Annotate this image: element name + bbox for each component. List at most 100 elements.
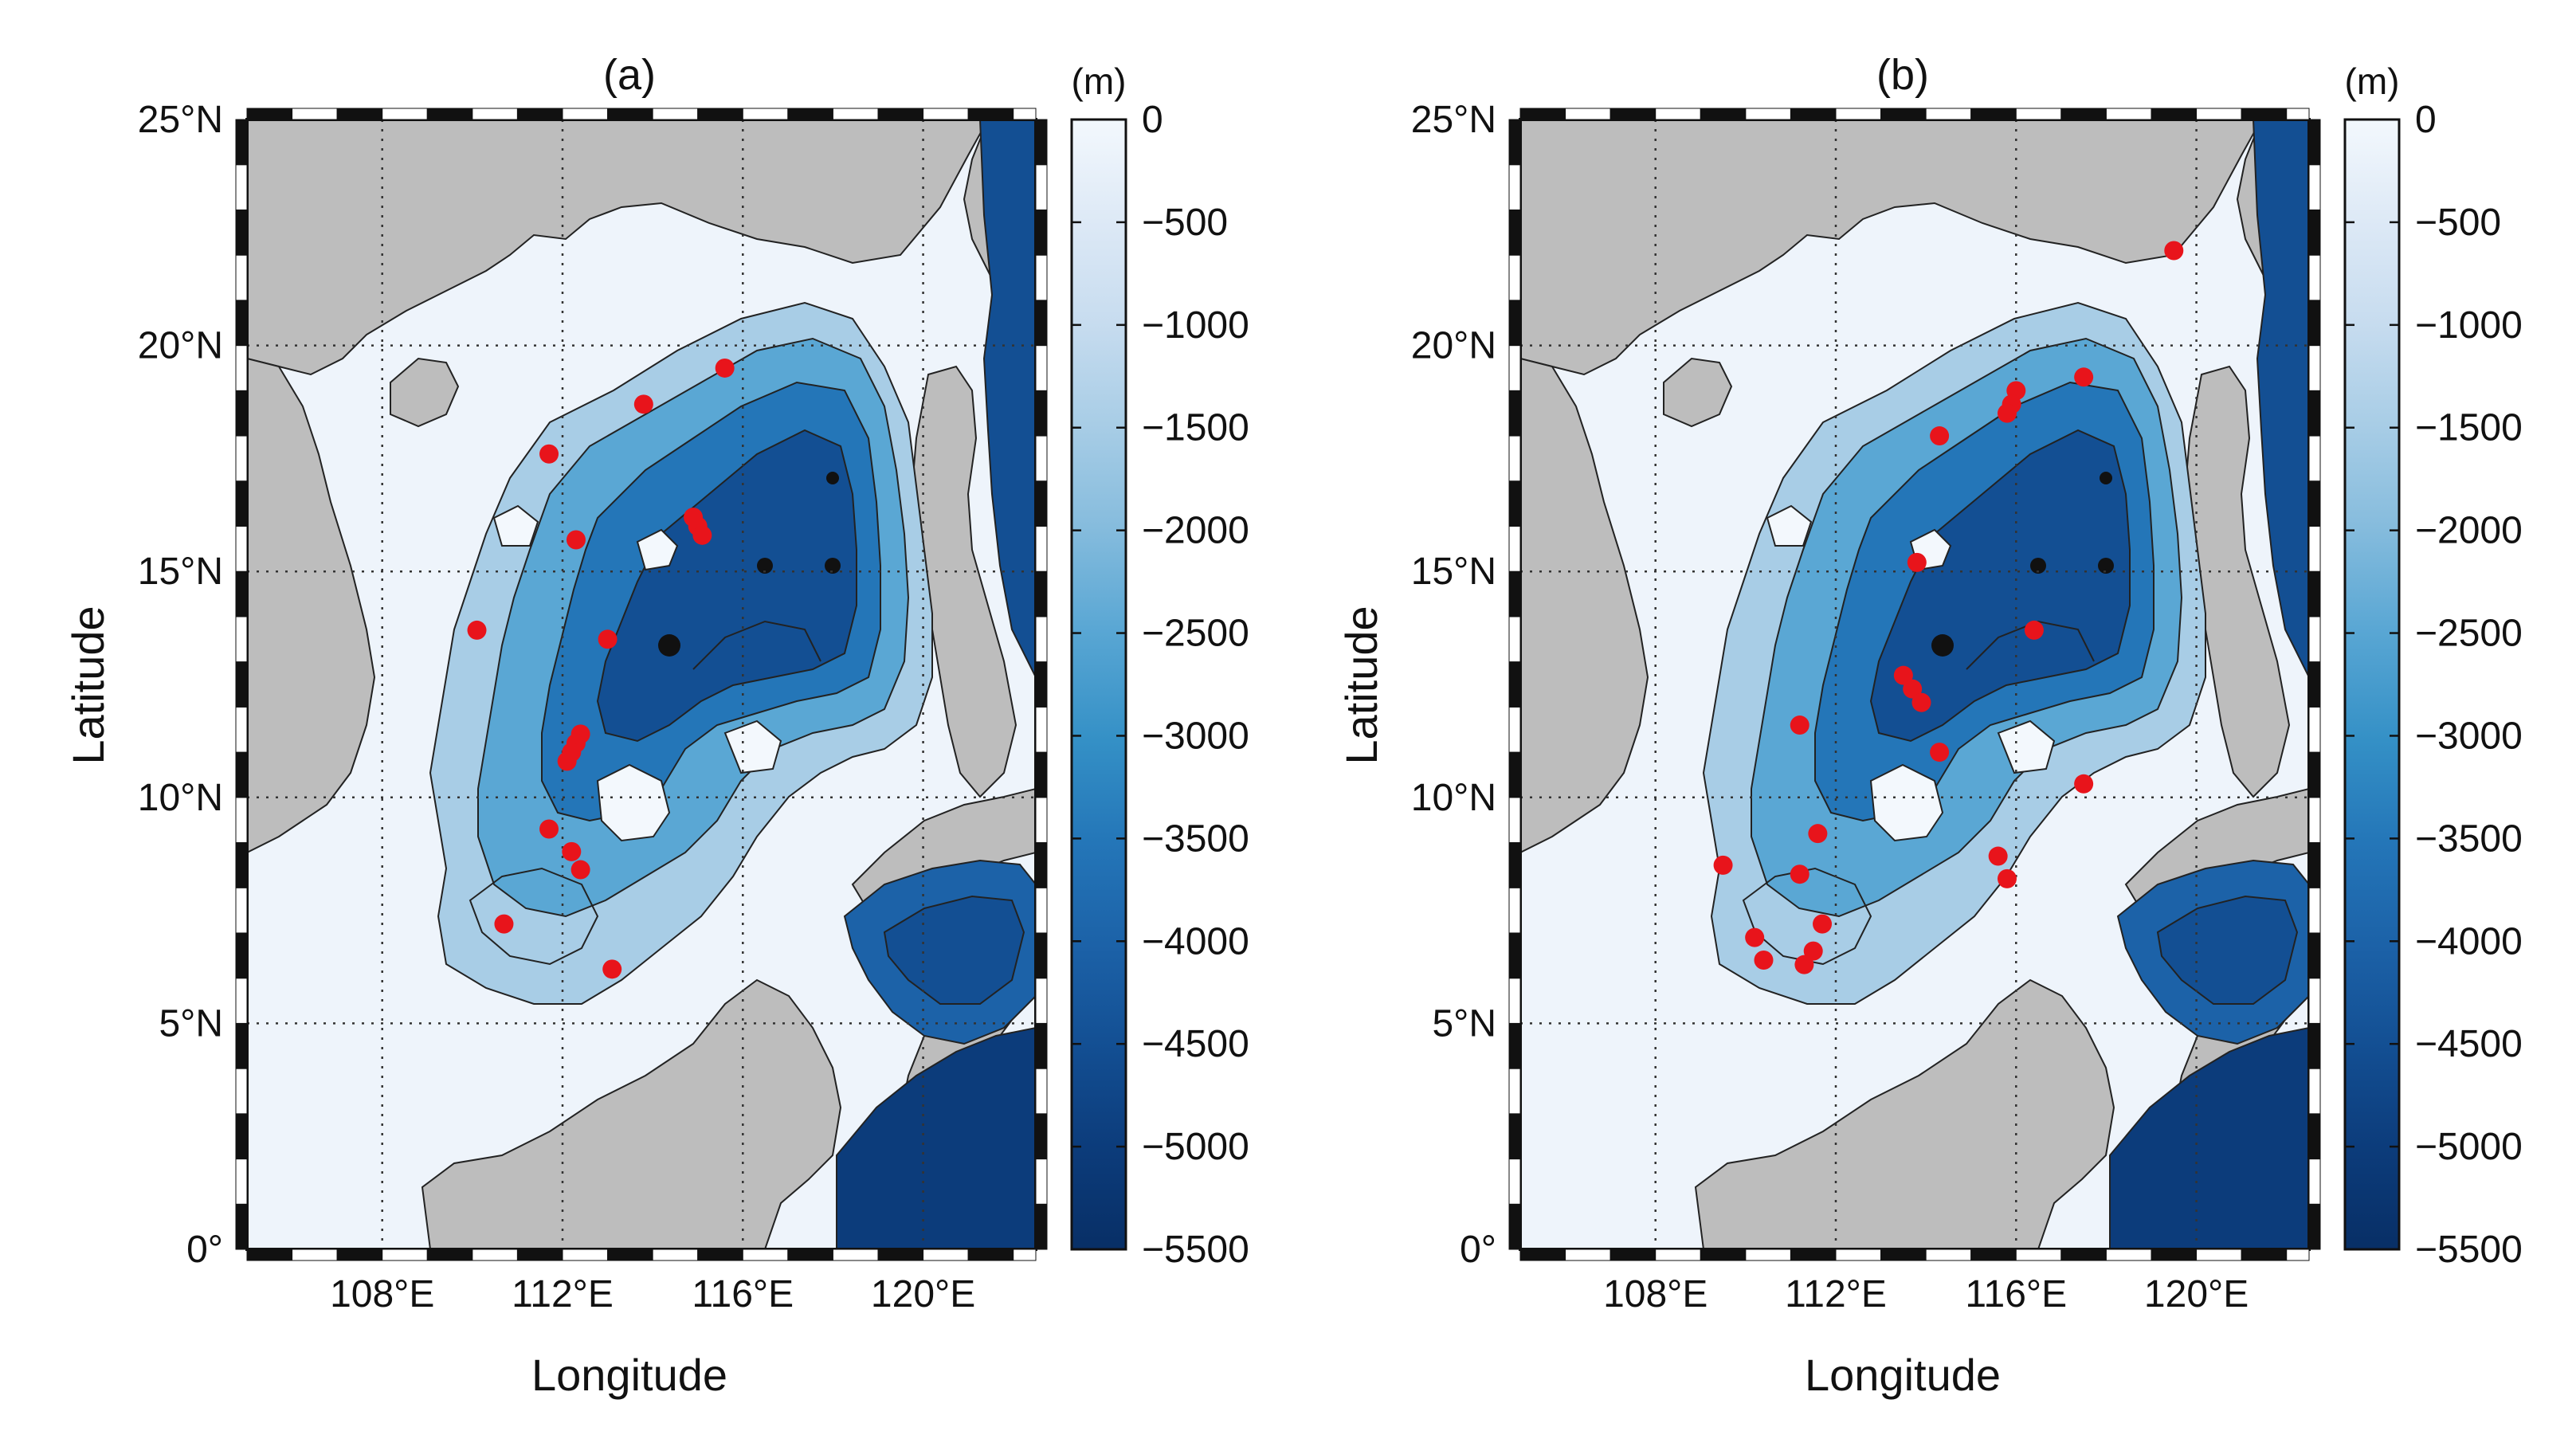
lat-tick-label-a-4: 20°N (138, 325, 223, 367)
frame-segment-right-b-14 (2308, 570, 2321, 617)
frame-segment-right-b-0 (2308, 1203, 2321, 1250)
x-axis-label-b: Longitude (1805, 1350, 2001, 1400)
frame-segment-top-b-5 (1745, 108, 1791, 120)
sample-site-a-8 (598, 629, 618, 649)
frame-segment-left-a-24 (235, 119, 248, 166)
frame-segment-bottom-a-13 (832, 1249, 879, 1261)
frame-segment-bottom-a-7 (562, 1249, 609, 1261)
sample-site-a-16 (494, 914, 514, 934)
colorbar-tick-label-a-8: −4000 (1142, 920, 1249, 962)
colorbar-tick-label-b-4: −2000 (2415, 510, 2523, 552)
lat-tick-label-b-4: 20°N (1411, 325, 1496, 367)
y-axis-label-b: Latitude (1336, 606, 1386, 764)
frame-segment-left-b-15 (1508, 525, 1521, 572)
frame-segment-top-a-8 (607, 108, 653, 120)
map-frame-b (1508, 108, 2321, 1261)
frame-segment-right-a-10 (1035, 751, 1048, 798)
sample-site-a-2 (539, 444, 559, 464)
frame-segment-top-a-15 (923, 108, 969, 120)
lon-tick-label-b-2: 116°E (1965, 1273, 2067, 1315)
frame-segment-right-b-7 (2308, 887, 2321, 934)
frame-segment-bottom-b-2 (1610, 1249, 1657, 1261)
lon-tick-label-a-1: 112°E (512, 1273, 614, 1315)
sample-site-b-21 (1803, 941, 1823, 961)
sample-sites-b (1713, 241, 2184, 974)
frame-segment-left-b-24 (1508, 119, 1521, 166)
frame-segment-bottom-a-9 (652, 1249, 699, 1261)
frame-segment-top-b-6 (1790, 108, 1837, 120)
frame-segment-left-b-6 (1508, 932, 1521, 979)
frame-segment-right-b-20 (2308, 300, 2321, 347)
sample-site-a-5 (692, 525, 712, 545)
frame-segment-right-b-22 (2308, 209, 2321, 256)
frame-segment-bottom-b-15 (2196, 1249, 2242, 1261)
frame-segment-right-b-15 (2308, 525, 2321, 572)
colorbar-tick-label-b-5: −2500 (2415, 613, 2523, 655)
frame-segment-bottom-a-4 (426, 1249, 473, 1261)
sample-site-b-4 (1997, 403, 2017, 423)
frame-segment-bottom-a-16 (967, 1249, 1014, 1261)
frame-segment-top-b-14 (2151, 108, 2198, 120)
frame-segment-left-b-0 (1508, 1203, 1521, 1250)
sample-site-a-1 (633, 394, 653, 414)
frame-segment-left-a-19 (235, 345, 248, 391)
colorbar-tick-label-b-1: −500 (2415, 202, 2501, 244)
map-frame-a (235, 108, 1048, 1261)
lon-tick-label-a-2: 116°E (692, 1273, 794, 1315)
frame-segment-right-a-2 (1035, 1113, 1048, 1160)
frame-segment-right-a-15 (1035, 525, 1048, 572)
frame-segment-top-b-12 (2060, 108, 2107, 120)
frame-segment-top-a-2 (336, 108, 383, 120)
sample-site-b-23 (1794, 955, 1814, 974)
frame-segment-top-b-0 (1519, 108, 1566, 120)
colorbar-tick-label-b-9: −4500 (2415, 1023, 2523, 1065)
frame-segment-right-b-6 (2308, 932, 2321, 979)
frame-segment-top-b-16 (2241, 108, 2288, 120)
frame-segment-left-b-18 (1508, 390, 1521, 437)
frame-segment-right-a-20 (1035, 300, 1048, 347)
sample-site-a-17 (602, 959, 622, 979)
frame-segment-right-a-21 (1035, 254, 1048, 301)
frame-segment-bottom-a-6 (516, 1249, 563, 1261)
colorbar-b: (m) 0 −500 −1000 −1500 −2000 −2500 −3000 −3500 −… (2343, 61, 2523, 1271)
frame-segment-bottom-a-8 (607, 1249, 653, 1261)
frame-segment-left-a-14 (235, 570, 248, 617)
colorbar-tick-label-a-10: −5000 (1142, 1126, 1249, 1168)
frame-segment-bottom-a-14 (877, 1249, 924, 1261)
frame-segment-right-a-7 (1035, 887, 1048, 934)
frame-segment-left-a-17 (235, 435, 248, 482)
frame-segment-right-b-16 (2308, 480, 2321, 527)
frame-segment-right-b-23 (2308, 164, 2321, 210)
frame-segment-top-a-12 (787, 108, 833, 120)
colorbar-tick-label-b-2: −1000 (2415, 304, 2523, 347)
frame-segment-top-a-6 (516, 108, 563, 120)
sample-site-b-14 (1808, 824, 1828, 844)
frame-segment-right-b-18 (2308, 390, 2321, 437)
frame-segment-right-a-17 (1035, 435, 1048, 482)
frame-segment-top-a-5 (472, 108, 518, 120)
frame-segment-left-b-4 (1508, 1022, 1521, 1069)
colorbar-tick-label-a-5: −2500 (1142, 613, 1249, 655)
lat-tick-label-a-2: 10°N (138, 777, 223, 819)
sample-site-a-14 (562, 841, 582, 861)
frame-segment-right-b-10 (2308, 751, 2321, 798)
frame-segment-right-b-3 (2308, 1068, 2321, 1115)
colorbar-tick-label-a-2: −1000 (1142, 304, 1249, 347)
frame-segment-bottom-b-17 (2286, 1249, 2310, 1261)
lat-tick-label-b-5: 25°N (1411, 99, 1496, 141)
lat-tick-label-a-1: 5°N (159, 1002, 223, 1045)
frame-segment-right-a-13 (1035, 616, 1048, 663)
colorbar-tick-label-b-6: −3000 (2415, 715, 2523, 757)
frame-segment-left-a-3 (235, 1068, 248, 1115)
frame-segment-bottom-a-0 (246, 1249, 293, 1261)
frame-segment-top-a-1 (292, 108, 338, 120)
colorbar-tick-label-b-11: −5500 (2415, 1229, 2523, 1271)
map-panel-b: 108°E 112°E 116°E 120°E 0° 5°N 10°N 15°N 20°N 25°… (1336, 51, 2321, 1400)
colorbar-tick-label-b-3: −1500 (2415, 407, 2523, 449)
frame-segment-bottom-b-9 (1925, 1249, 1972, 1261)
frame-segment-right-b-9 (2308, 797, 2321, 844)
colorbar-tick-label-b-7: −3500 (2415, 817, 2523, 860)
sample-site-b-16 (1713, 855, 1733, 875)
colorbar-ticks-b: 0 −500 −1000 −1500 −2000 −2500 −3000 −3500 −4000… (2345, 99, 2523, 1271)
